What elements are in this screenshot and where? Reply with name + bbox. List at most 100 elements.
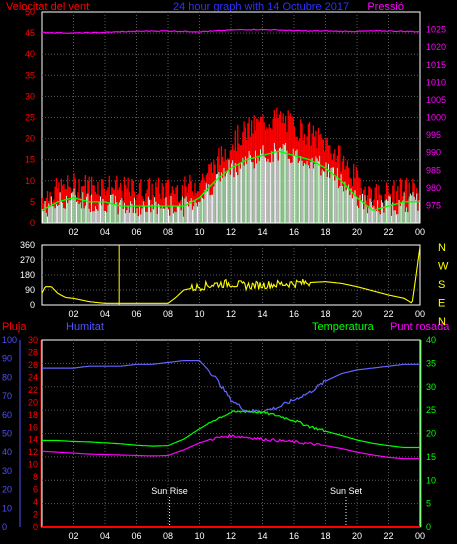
rain-ytick: 12: [28, 447, 38, 457]
rain-ytick: 2: [33, 510, 38, 520]
pressure-line: [41, 28, 421, 35]
pressure-ytick: 975: [426, 200, 441, 210]
humidity-ytick: 30: [2, 466, 12, 476]
wind-panel-xtick: 06: [131, 227, 141, 237]
wind-panel-xtick: 04: [100, 227, 110, 237]
temperature-humidity-panel: 02 04 06 08 10 12 14 16 18 20 22 000510152025303540…: [2, 335, 436, 541]
direction-panel-xtick: 22: [383, 309, 393, 319]
temperature-ytick: 0: [426, 522, 431, 532]
dewpoint-line: [41, 433, 420, 460]
wind-ytick: 45: [25, 28, 35, 38]
direction-panel-xtick: 06: [131, 309, 141, 319]
compass-label: N: [438, 242, 446, 254]
direction-ytick: 270: [20, 255, 35, 265]
pressure-ytick: 1015: [426, 60, 446, 70]
wind-direction-line: [41, 246, 421, 304]
sunrise-label: Sun Rise: [151, 486, 188, 496]
direction-panel-xtick: 04: [100, 309, 110, 319]
compass-label: S: [438, 279, 445, 291]
rain-ytick: 20: [28, 397, 38, 407]
temperature-ytick: 15: [426, 452, 436, 462]
pressure-ytick: 1005: [426, 95, 446, 105]
wind-panel-xtick: 08: [163, 227, 173, 237]
rain-ytick: 30: [28, 335, 38, 345]
direction-panel-xtick: 18: [320, 309, 330, 319]
direction-panel-xtick: 02: [68, 309, 78, 319]
wind-ytick: 50: [25, 7, 35, 17]
temperature-ytick: 40: [426, 335, 436, 345]
humidity-line: [42, 360, 420, 413]
temperature-label: Temperatura: [312, 321, 375, 333]
wind-panel-xtick: 18: [320, 227, 330, 237]
sunset-label: Sun Set: [330, 486, 363, 496]
temperature-ytick: 10: [426, 475, 436, 485]
temp-panel-xtick: 12: [226, 531, 236, 541]
compass-label: N: [438, 316, 446, 328]
pressure-ytick: 985: [426, 165, 441, 175]
temp-panel-xtick: 10: [194, 531, 204, 541]
temp-panel-xtick: 06: [131, 531, 141, 541]
humidity-label: Humitat: [66, 321, 104, 333]
pressure-axis-label: Pressió: [367, 1, 404, 13]
rain-ytick: 16: [28, 422, 38, 432]
temperature-ytick: 20: [426, 429, 436, 439]
pressure-ytick: 995: [426, 130, 441, 140]
temp-panel-xtick: 16: [289, 531, 299, 541]
pressure-ytick: 1000: [426, 113, 446, 123]
wind-ytick: 30: [25, 91, 35, 101]
temp-panel-xtick: 14: [257, 531, 267, 541]
wind-pressure-panel: 02 04 06 08 10 12 14 16 18 20 22 000510152025303540…: [25, 7, 446, 237]
compass-label: E: [438, 298, 445, 310]
direction-ytick: 90: [25, 285, 35, 295]
humidity-ytick: 0: [2, 522, 7, 532]
humidity-ytick: 20: [2, 485, 12, 495]
direction-panel-xtick: 14: [257, 309, 267, 319]
pressure-ytick: 1010: [426, 77, 446, 87]
wind-panel-xtick: 00: [415, 227, 425, 237]
pressure-ytick: 1025: [426, 25, 446, 35]
rain-ytick: 6: [33, 485, 38, 495]
temp-panel-xtick: 08: [163, 531, 173, 541]
temperature-ytick: 5: [426, 499, 431, 509]
rain-ytick: 8: [33, 472, 38, 482]
direction-panel-xtick: 10: [194, 309, 204, 319]
humidity-ytick: 60: [2, 410, 12, 420]
wind-axis-label: Velocitat del vent: [6, 1, 89, 13]
temperature-ytick: 25: [426, 405, 436, 415]
temperature-ytick: 35: [426, 358, 436, 368]
temp-panel-xtick: 04: [100, 531, 110, 541]
humidity-ytick: 40: [2, 447, 12, 457]
wind-panel-xtick: 20: [352, 227, 362, 237]
temp-panel-xtick: 20: [352, 531, 362, 541]
compass-label: W: [438, 261, 449, 273]
rain-ytick: 4: [33, 497, 38, 507]
temp-panel-xtick: 22: [383, 531, 393, 541]
rain-ytick: 14: [28, 435, 38, 445]
pressure-ytick: 990: [426, 148, 441, 158]
humidity-ytick: 90: [2, 354, 12, 364]
humidity-ytick: 80: [2, 372, 12, 382]
rain-ytick: 28: [28, 347, 38, 357]
humidity-ytick: 70: [2, 391, 12, 401]
rain-ytick: 24: [28, 372, 38, 382]
wind-panel-xtick: 12: [226, 227, 236, 237]
pressure-ytick: 1020: [426, 42, 446, 52]
direction-ytick: 360: [20, 240, 35, 250]
wind-average-line: [41, 150, 420, 212]
chart-title: 24 hour graph with 14 Octubre 2017: [173, 1, 349, 13]
direction-panel-xtick: 08: [163, 309, 173, 319]
humidity-ytick: 100: [2, 335, 17, 345]
wind-panel-xtick: 14: [257, 227, 267, 237]
wind-panel-xtick: 10: [194, 227, 204, 237]
pressure-ytick: 980: [426, 183, 441, 193]
rain-ytick: 18: [28, 410, 38, 420]
direction-panel-xtick: 20: [352, 309, 362, 319]
direction-ytick: 180: [20, 270, 35, 280]
humidity-ytick: 50: [2, 429, 12, 439]
wind-panel-xtick: 22: [383, 227, 393, 237]
wind-ytick: 15: [25, 155, 35, 165]
wind-ytick: 20: [25, 134, 35, 144]
rain-ytick: 26: [28, 360, 38, 370]
